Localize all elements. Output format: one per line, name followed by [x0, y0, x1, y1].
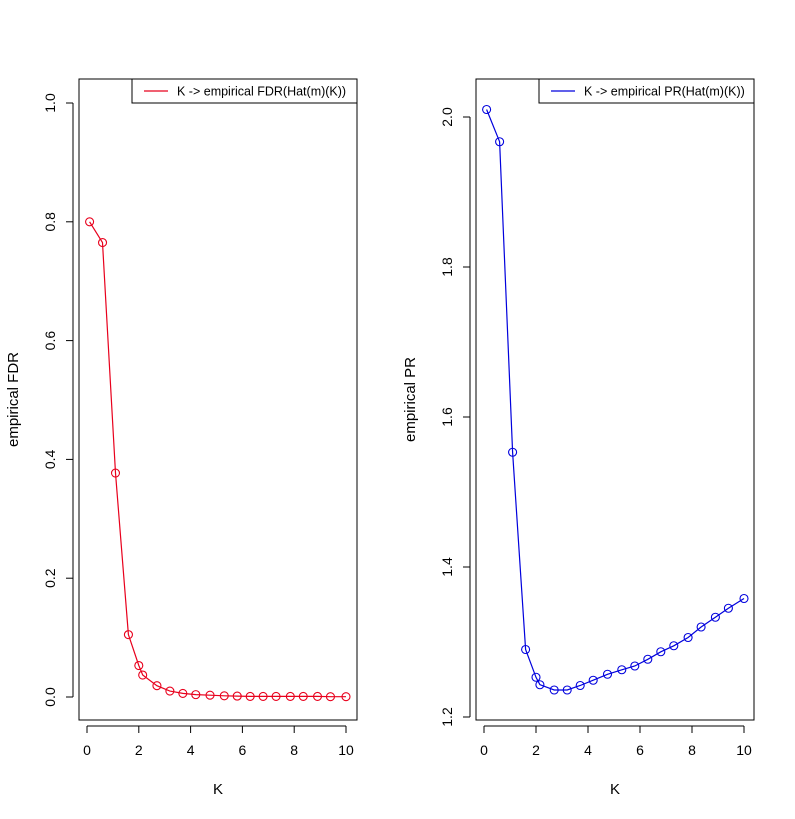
y-tick-label: 0.0	[42, 687, 58, 707]
y-tick-label: 0.6	[42, 331, 58, 351]
data-point	[285, 691, 295, 701]
data-point	[97, 238, 108, 248]
data-point	[219, 691, 229, 701]
y-tick-label: 2.0	[439, 107, 455, 127]
data-point	[739, 593, 749, 604]
data-point	[232, 691, 242, 701]
data-point	[710, 612, 720, 622]
data-point	[588, 675, 598, 685]
y-tick-label: 1.2	[439, 707, 455, 727]
data-point	[602, 669, 613, 679]
data-point	[531, 672, 541, 682]
data-point	[656, 647, 666, 657]
x-tick-label: 6	[239, 742, 247, 758]
data-point	[134, 660, 144, 671]
x-tick-label: 0	[480, 742, 488, 758]
data-point	[696, 622, 706, 632]
data-point	[325, 692, 336, 702]
data-point	[191, 690, 201, 700]
data-point	[643, 654, 653, 664]
data-point	[123, 630, 133, 640]
data-point	[723, 603, 733, 613]
data-point	[575, 680, 585, 691]
data-point	[683, 632, 693, 643]
x-tick-label: 2	[532, 742, 540, 758]
x-tick-label: 6	[636, 742, 644, 758]
y-tick-label: 0.2	[42, 568, 58, 588]
data-point	[298, 691, 308, 701]
x-axis-title: K	[213, 781, 223, 798]
y-tick-label: 1.8	[439, 257, 455, 277]
data-point	[165, 686, 175, 696]
series-line	[486, 109, 745, 691]
y-tick-label: 1.4	[439, 557, 455, 577]
data-point	[258, 691, 268, 701]
legend-box	[131, 78, 358, 104]
data-point	[271, 691, 281, 701]
data-point	[152, 681, 162, 691]
data-point	[508, 447, 518, 457]
y-axis-title: empirical FDR	[5, 352, 22, 447]
plot-frame	[78, 78, 358, 721]
data-point	[341, 692, 351, 702]
legend-label: K -> empirical PR(Hat(m)(K))	[584, 85, 745, 99]
data-point	[669, 641, 679, 651]
data-point	[521, 644, 531, 655]
x-tick-label: 4	[187, 742, 195, 758]
series-line	[89, 221, 346, 698]
x-axis-title: K	[610, 781, 620, 798]
data-point	[482, 104, 492, 115]
data-point	[630, 661, 640, 671]
x-tick-label: 8	[290, 742, 298, 758]
y-tick-label: 0.4	[42, 449, 58, 469]
data-point	[205, 690, 215, 700]
data-point	[549, 685, 559, 695]
x-tick-label: 10	[736, 742, 752, 758]
data-point	[312, 691, 323, 701]
x-tick-label: 8	[688, 742, 696, 758]
data-point	[85, 217, 95, 227]
plot-frame	[475, 78, 755, 721]
x-tick-label: 10	[338, 742, 354, 758]
data-point	[562, 685, 572, 695]
y-tick-label: 1.0	[42, 93, 58, 113]
y-tick-label: 0.8	[42, 212, 58, 232]
x-tick-label: 2	[135, 742, 143, 758]
data-point	[138, 670, 148, 680]
legend-label: K -> empirical FDR(Hat(m)(K))	[177, 85, 346, 99]
data-point	[178, 688, 188, 698]
data-point	[110, 468, 121, 478]
x-tick-label: 0	[83, 742, 91, 758]
data-point	[617, 665, 627, 675]
x-tick-label: 4	[584, 742, 592, 758]
y-axis-title: empirical PR	[402, 357, 419, 442]
y-tick-label: 1.6	[439, 407, 455, 427]
data-point	[495, 137, 505, 147]
data-point	[535, 680, 545, 690]
data-point	[245, 691, 255, 701]
